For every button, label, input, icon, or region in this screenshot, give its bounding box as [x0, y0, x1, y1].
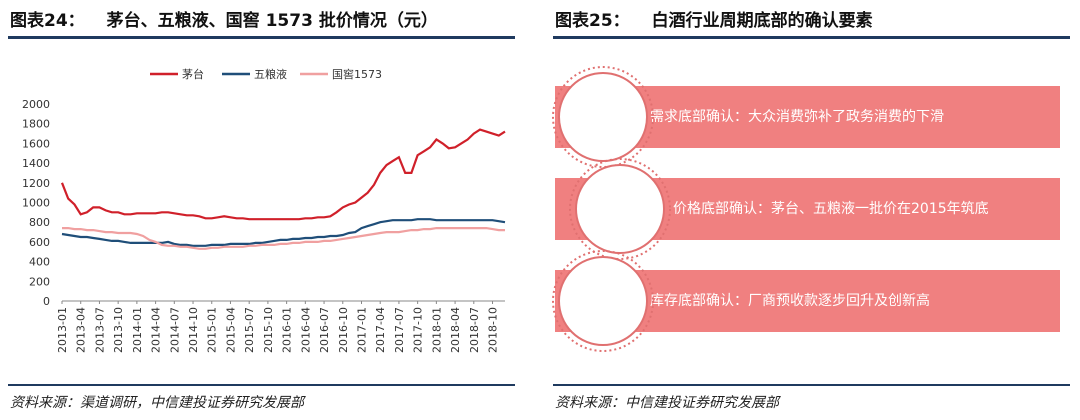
- left-figure-title: 图表24： 茅台、五粮液、国窖 1573 批价情况（元）: [10, 6, 438, 31]
- x-tick-label: 2018-10: [487, 307, 500, 353]
- right-title-rule: [553, 36, 1070, 39]
- y-tick-label: 400: [29, 256, 50, 269]
- left-source-note: 资料来源：渠道调研，中信建投证券研究发展部: [10, 395, 304, 411]
- y-tick-label: 1000: [22, 197, 50, 210]
- x-tick-label: 2017-10: [412, 307, 425, 353]
- y-tick-label: 0: [43, 295, 50, 308]
- x-tick-label: 2017-01: [355, 307, 368, 353]
- y-tick-label: 2000: [22, 98, 50, 111]
- y-tick-label: 1600: [22, 137, 50, 150]
- x-tick-label: 2013-04: [75, 307, 88, 353]
- x-tick-label: 2014-01: [131, 307, 144, 353]
- x-tick-label: 2015-01: [206, 307, 219, 353]
- left-panel: 图表24： 茅台、五粮液、国窖 1573 批价情况（元） 0 200 400 600 80…: [0, 0, 525, 420]
- y-tick-label: 1800: [22, 118, 50, 131]
- y-tick-label: 200: [29, 275, 50, 288]
- x-tick-label: 2014-10: [187, 307, 200, 353]
- x-tick-label: 2018-01: [430, 307, 443, 353]
- x-tick-label: 2018-04: [449, 307, 462, 353]
- price-bottom-text: 价格底部确认：茅台、五粮液一批价在2015年筑底: [673, 201, 989, 217]
- circle-1: [552, 66, 654, 168]
- x-tick-label: 2017-07: [393, 307, 406, 353]
- series-line-0: [60, 128, 506, 221]
- x-tick-label: 2016-07: [318, 307, 331, 353]
- y-tick-label: 1400: [22, 157, 50, 170]
- x-tick-label: 2018-07: [468, 307, 481, 353]
- x-tick-label: 2014-07: [168, 307, 181, 353]
- left-figure-caption: 茅台、五粮液、国窖 1573 批价情况（元）: [106, 11, 438, 31]
- x-tick-label: 2015-07: [243, 307, 256, 353]
- demand-bottom-text: 需求底部确认：大众消费弥补了政务消费的下滑: [650, 109, 944, 125]
- x-tick-label: 2016-01: [281, 307, 294, 353]
- price-line-chart: 0 200 400 600 800 1000 1200 1400 1600 1800 2000 201…: [22, 67, 506, 353]
- x-tick-label: 2013-01: [56, 307, 69, 353]
- y-tick-label: 1200: [22, 177, 50, 190]
- legend-label: 茅台: [182, 67, 204, 81]
- legend-label: 国窖1573: [332, 67, 382, 81]
- right-figure-caption: 白酒行业周期底部的确认要素: [651, 11, 873, 31]
- right-panel: 图表25： 白酒行业周期底部的确认要素 需求底部确认：大众消费弥补了政务消费的下滑…: [545, 0, 1080, 420]
- right-bottom-rule: [553, 384, 1070, 386]
- y-tick-label: 800: [29, 216, 50, 229]
- x-tick-label: 2016-10: [337, 307, 350, 353]
- right-figure-number: 图表25：: [555, 11, 630, 31]
- left-title-rule: [8, 36, 515, 39]
- x-tick-label: 2013-07: [93, 307, 106, 353]
- x-tick-label: 2013-10: [112, 307, 125, 353]
- x-tick-label: 2015-04: [224, 307, 237, 353]
- left-bottom-rule: [8, 384, 515, 386]
- x-tick-label: 2017-04: [374, 307, 387, 353]
- left-figure-number: 图表24：: [10, 11, 85, 31]
- right-source-note: 资料来源：中信建投证券研究发展部: [555, 395, 779, 411]
- x-tick-label: 2015-10: [262, 307, 275, 353]
- circle-decorations: [552, 66, 671, 352]
- circle-2: [569, 158, 671, 260]
- x-tick-label: 2016-04: [299, 307, 312, 353]
- legend-label: 五粮液: [254, 67, 287, 81]
- x-tick-label: 2014-04: [150, 307, 163, 353]
- circle-3: [552, 250, 654, 352]
- right-figure-title: 图表25： 白酒行业周期底部的确认要素: [555, 6, 873, 31]
- series-line-1: [61, 218, 506, 247]
- y-tick-label: 600: [29, 236, 50, 249]
- inventory-bottom-text: 库存底部确认：厂商预收款逐步回升及创新高: [650, 293, 930, 309]
- series-line-2: [62, 227, 505, 250]
